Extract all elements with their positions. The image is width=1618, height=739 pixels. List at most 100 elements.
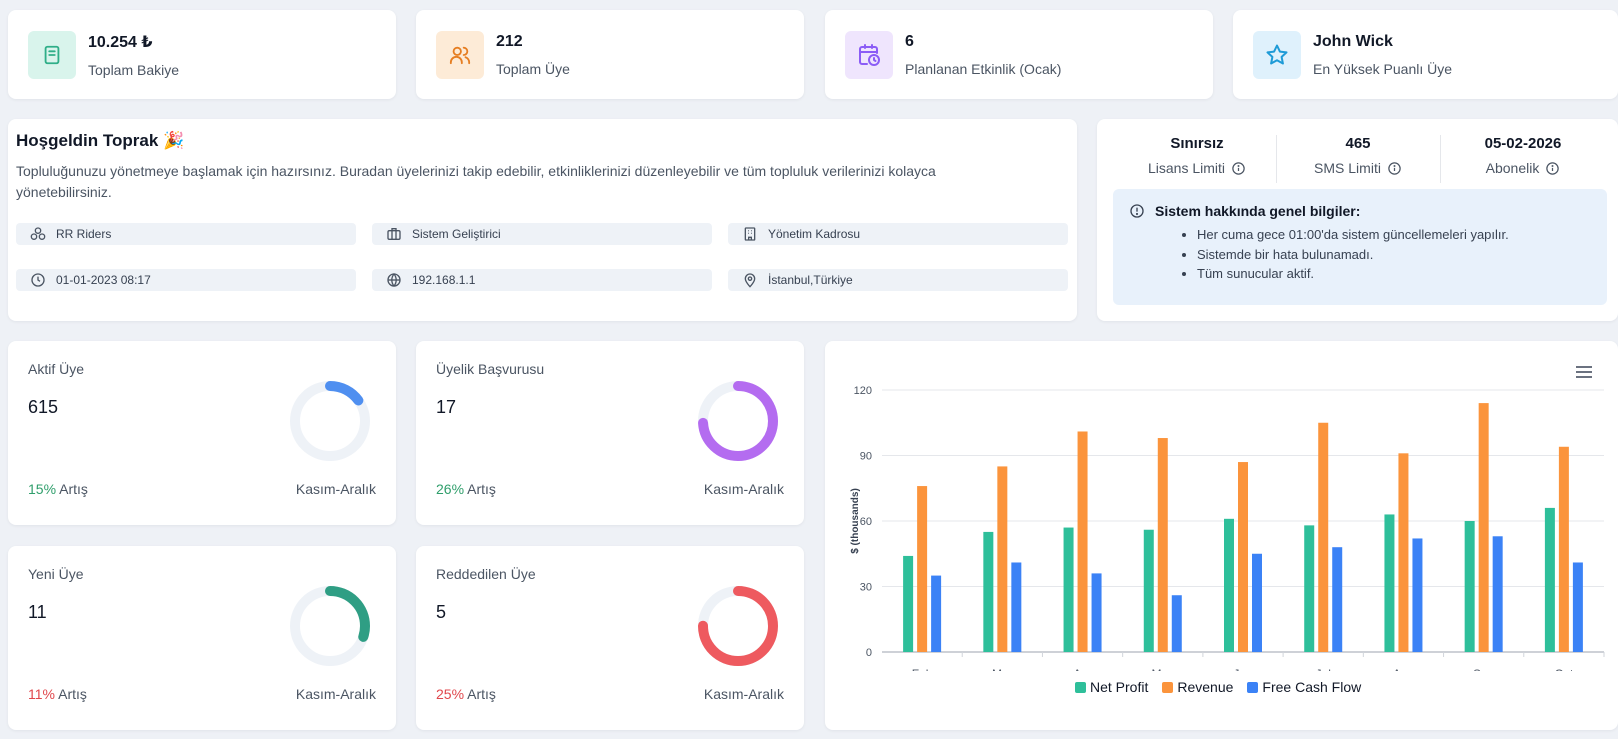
- bar-revenue[interactable]: [1398, 453, 1409, 652]
- bar-chart: 0 30 60 90 120 $ (thousands) Feb Mar Apr May Jun Ju…: [850, 385, 1605, 671]
- calendar-clock-icon: [859, 43, 880, 66]
- metric-change: 26% Artış: [436, 481, 496, 497]
- limit-label: SMS Limiti: [1314, 160, 1381, 176]
- bar-free-cash-flow[interactable]: [1412, 538, 1423, 652]
- limit-value: 05-02-2026: [1484, 135, 1562, 152]
- metric-card-active: Aktif Üye 615 15% Artış Kasım-Aralık: [8, 341, 396, 525]
- bar-revenue[interactable]: [1318, 422, 1329, 652]
- divider: [1440, 135, 1441, 183]
- limit-value: 465: [1345, 135, 1371, 152]
- subscription: 05-02-2026 Abonelik: [1443, 135, 1603, 176]
- bar-free-cash-flow[interactable]: [1332, 547, 1343, 652]
- legend-label: Net Profit: [1090, 679, 1149, 695]
- metric-change: 15% Artış: [28, 481, 88, 497]
- list-item: Tüm sunucular aktif.: [1197, 264, 1591, 284]
- legend-item[interactable]: Net Profit: [1075, 679, 1148, 695]
- chart-menu-icon[interactable]: [1575, 365, 1593, 379]
- info-icon[interactable]: [1545, 161, 1560, 176]
- chip-team: Yönetim Kadrosu: [728, 223, 1068, 245]
- x-tick-label: Jul: [1316, 667, 1331, 671]
- y-tick-label: 0: [866, 647, 872, 659]
- legend-item[interactable]: Free Cash Flow: [1247, 679, 1361, 695]
- metric-change: 11% Artış: [28, 686, 87, 702]
- chip-date: 01-01-2023 08:17: [16, 269, 356, 291]
- bar-net-profit[interactable]: [1143, 529, 1154, 652]
- stat-label: Planlanan Etkinlik (Ocak): [905, 60, 1062, 77]
- bar-net-profit[interactable]: [1224, 518, 1234, 652]
- info-icon[interactable]: [1387, 161, 1402, 176]
- bar-net-profit[interactable]: [1384, 514, 1395, 652]
- limit-value: Sınırsız: [1170, 135, 1224, 152]
- group-icon: [30, 227, 46, 240]
- bar-free-cash-flow[interactable]: [1011, 562, 1022, 652]
- list-item: Sistemde bir hata bulunamadı.: [1197, 245, 1591, 265]
- stat-label: Toplam Bakiye: [88, 61, 180, 78]
- metric-percent: 25%: [436, 686, 465, 702]
- star-icon: [1266, 44, 1288, 64]
- y-axis-label: $ (thousands): [850, 488, 861, 554]
- bar-net-profit[interactable]: [1304, 525, 1315, 652]
- chip-ip: 192.168.1.1: [372, 269, 712, 291]
- stat-value: 212: [496, 32, 523, 50]
- stat-icon-box: [436, 30, 484, 79]
- stat-card-events: 6 Planlanan Etkinlik (Ocak): [825, 10, 1213, 99]
- bar-net-profit[interactable]: [1544, 507, 1555, 652]
- metric-period: Kasım-Aralık: [703, 481, 784, 497]
- metric-percent: 15%: [28, 481, 57, 497]
- legend-label: Revenue: [1177, 679, 1234, 695]
- bar-revenue[interactable]: [1077, 431, 1088, 652]
- metric-title: Aktif Üye: [28, 361, 85, 377]
- metric-ring: [698, 586, 778, 666]
- limit-label-row: SMS Limiti: [1278, 160, 1438, 176]
- y-tick-label: 30: [860, 582, 872, 594]
- metric-period: Kasım-Aralık: [295, 481, 376, 497]
- bar-net-profit[interactable]: [1464, 521, 1475, 652]
- metric-change-word: Artış: [467, 481, 496, 497]
- chip-label: İstanbul,Türkiye: [768, 273, 853, 287]
- legend-swatch: [1162, 681, 1174, 693]
- bar-free-cash-flow[interactable]: [1252, 553, 1262, 652]
- license-limit: Sınırsız Lisans Limiti: [1117, 135, 1277, 176]
- sms-limit: 465 SMS Limiti: [1278, 135, 1438, 176]
- stat-value: John Wick: [1313, 32, 1393, 50]
- chip-location: İstanbul,Türkiye: [728, 269, 1068, 291]
- bar-revenue[interactable]: [917, 486, 928, 652]
- metric-change-word: Artış: [58, 686, 87, 702]
- legend-item[interactable]: Revenue: [1162, 679, 1233, 695]
- metric-period: Kasım-Aralık: [703, 686, 784, 702]
- stat-label: Toplam Üye: [496, 60, 570, 77]
- metric-value: 11: [28, 602, 47, 622]
- chip-role: Sistem Geliştirici: [372, 223, 712, 245]
- bar-free-cash-flow[interactable]: [1572, 562, 1583, 652]
- bar-net-profit[interactable]: [983, 531, 994, 652]
- building-icon: [744, 227, 756, 241]
- bar-free-cash-flow[interactable]: [1492, 536, 1503, 652]
- x-tick-label: May: [1151, 667, 1174, 671]
- bar-net-profit[interactable]: [1063, 527, 1074, 652]
- x-tick-label: Sep: [1473, 667, 1495, 671]
- limit-label-row: Abonelik: [1443, 160, 1603, 176]
- book-icon: [44, 45, 60, 64]
- bar-revenue[interactable]: [997, 466, 1008, 652]
- globe-icon: [387, 272, 401, 288]
- info-icon[interactable]: [1231, 161, 1246, 176]
- x-tick-label: Mar: [992, 667, 1013, 671]
- bar-revenue[interactable]: [1238, 462, 1248, 652]
- metric-change: 25% Artış: [436, 686, 496, 702]
- metric-title: Yeni Üye: [28, 566, 84, 582]
- chip-label: 192.168.1.1: [412, 273, 476, 287]
- alert-circle-icon: [1130, 204, 1144, 218]
- chip-community: RR Riders: [16, 223, 356, 245]
- bar-net-profit[interactable]: [903, 555, 914, 652]
- bar-revenue[interactable]: [1478, 403, 1489, 652]
- metric-card-rejected: Reddedilen Üye 5 25% Artış Kasım-Aralık: [416, 546, 804, 730]
- metric-ring: [290, 381, 370, 461]
- limits-card: Sınırsız Lisans Limiti 465 SMS Limiti 05…: [1097, 119, 1618, 321]
- bar-free-cash-flow[interactable]: [1091, 573, 1102, 652]
- bar-revenue[interactable]: [1157, 438, 1168, 652]
- bar-free-cash-flow[interactable]: [931, 575, 942, 652]
- bar-revenue[interactable]: [1558, 446, 1569, 652]
- limit-label: Abonelik: [1485, 160, 1540, 176]
- metric-period: Kasım-Aralık: [295, 686, 376, 702]
- bar-free-cash-flow[interactable]: [1171, 595, 1182, 652]
